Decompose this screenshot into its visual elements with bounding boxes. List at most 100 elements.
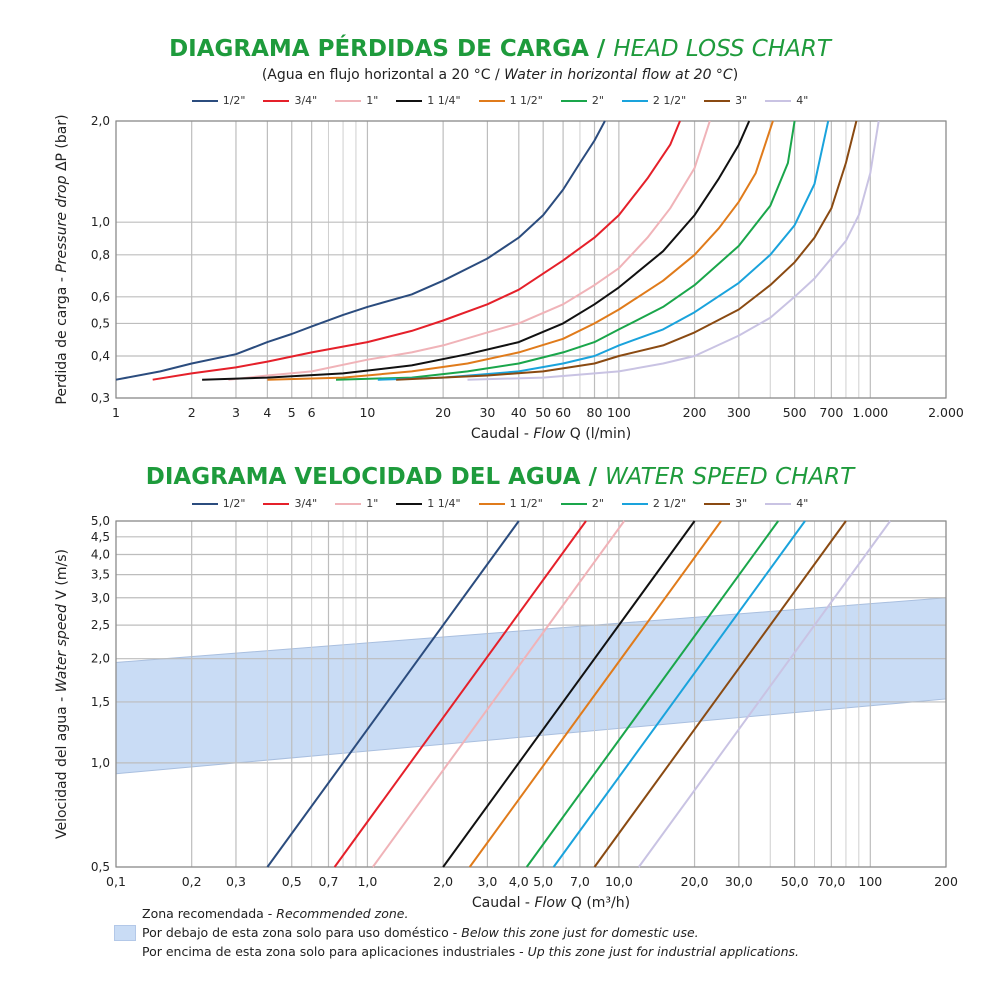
chart1-y-tick-label: 0,3 [91,391,110,405]
chart2-legend-item: 1/2" [191,497,246,510]
chart1-legend-label: 1 1/4" [427,94,461,107]
chart1-subtitle-es: (Agua en flujo horizontal a 20 °C / [261,67,500,83]
chart2-y-tick-label: 3,0 [91,591,110,605]
chart2-title: DIAGRAMA VELOCIDAD DEL AGUA / WATER SPEE… [0,464,1000,490]
chart1-series-line [335,120,796,381]
chart1-series-line [228,120,711,381]
chart1-subtitle-en: Water in horizontal flow at 20 °C [504,67,733,83]
chart2-y-tick-label: 3,5 [91,568,110,582]
chart2-x-tick-label: 100 [858,874,882,889]
chart2-x-tick-label: 50,0 [781,874,809,889]
chart1-legend-swatch [621,99,648,102]
chart1-x-tick-label: 60 [555,405,571,420]
chart1-title-en: HEAD LOSS CHART [613,36,831,62]
chart1-x-axis-label: Caudal - Flow Q (l/min) [471,426,631,442]
chart1-y-tick-label: 0,8 [91,248,110,262]
chart1-series-line [152,120,681,381]
chart2-legend-item: 1 1/2" [478,497,543,510]
footer-recommended-zone: Zona recomendada - Recommended zone. [142,906,408,921]
chart2-x-tick-label: 20,0 [681,874,709,889]
chart2-y-tick-label: 1,5 [91,695,110,709]
chart2-x-tick-label: 0,2 [182,874,202,889]
chart1-y-tick-label: 2,0 [91,114,110,128]
chart1-title: DIAGRAMA PÉRDIDAS DE CARGA / HEAD LOSS C… [0,36,1000,62]
head-loss-chart: 1 2 3 4 5 6 10 20 30 40 50 60 80 100 200 300 500 700 1.000… [54,114,964,442]
chart1-y-axis-label: Perdida de carga - Pressure drop ΔP (bar… [54,114,70,404]
chart1-x-tick-label: 100 [607,405,631,420]
chart1-x-tick-label: 3 [232,405,240,420]
chart2-y-tick-label: 2,5 [91,618,110,632]
chart1-legend-item: 2 1/2" [621,94,687,107]
chart1-x-tick-label: 1 [112,405,120,420]
chart2-plot-frame [115,520,947,868]
chart2-series-line [333,520,587,868]
chart2-legend-item: 3/4" [263,497,317,510]
chart1-y-tick-label: 0,4 [91,349,110,363]
chart2-legend-swatch [621,502,648,505]
footer-industrial-use: Por encima de esta zona solo para aplica… [142,944,799,959]
footer-domestic-use: Por debajo de esta zona solo para uso do… [142,925,699,940]
chart1-legend-label: 3/4" [294,94,318,107]
chart1-legend-item: 1/2" [191,94,245,107]
chart2-legend-swatch [191,502,218,505]
chart1-subtitle-close: ) [732,67,739,83]
chart1-legend-item: 1 1/4" [396,94,461,107]
recommended-zone-swatch [114,925,136,941]
chart1-x-tick-label: 700 [819,405,843,420]
chart2-series-line [371,520,626,868]
chart1-legend-label: 4" [796,94,809,107]
chart1-series-line [115,120,606,381]
chart2-y-tick-label: 1,0 [91,756,110,770]
chart1-x-tick-label: 1.000 [852,405,888,420]
chart2-series-line [593,520,847,868]
chart1-x-tick-label: 200 [683,405,707,420]
chart1-series-line [377,120,830,381]
chart2-x-tick-label: 1,0 [357,874,377,889]
chart2-legend-item: 1 1/4" [396,497,461,510]
chart2-legend-item: 2" [560,497,604,510]
chart1-x-tick-label: 500 [783,405,807,420]
chart2-legend-item: 4" [765,497,808,510]
chart1-series-line [467,120,880,381]
chart2-y-tick-label: 4,5 [91,530,110,544]
chart2-legend-label: 2" [591,497,604,510]
chart1-series-line [202,120,751,381]
chart2-x-axis-label: Caudal - Flow Q (m³/h) [472,895,630,911]
chart1-legend-swatch [263,99,290,102]
chart1-y-tick-label: 0,5 [91,316,110,330]
chart2-legend: 1/2" 3/4" 1" 1 1/4" 1 1/2" 2" 2 1/2" 3" 4" [0,497,1000,510]
chart2-legend-swatch [263,502,290,505]
chart1-x-tick-label: 5 [288,405,296,420]
chart1-plot-frame [115,120,947,399]
chart1-legend-label: 2 1/2" [652,94,687,107]
chart1-legend-item: 1" [335,94,378,107]
chart2-y-tick-label: 5,0 [91,514,110,528]
chart2-x-tick-label: 30,0 [725,874,753,889]
chart2-legend-item: 3" [704,497,747,510]
chart1-legend-item: 4" [765,94,808,107]
chart2-legend-label: 1/2" [222,497,246,510]
chart2-legend-swatch [560,502,587,505]
chart2-legend-label: 1 1/2" [509,497,543,510]
chart2-title-en: WATER SPEED CHART [604,464,855,490]
chart1-legend-swatch [191,99,218,102]
chart1-y-tick-label: 0,6 [91,290,110,304]
chart1-legend-label: 1" [366,94,379,107]
chart2-y-tick-label: 2,0 [91,652,110,666]
footer-line3-en: Up this zone just for industrial applica… [527,944,799,959]
chart1-title-es: DIAGRAMA PÉRDIDAS DE CARGA / [169,36,606,62]
footer-line1-es: Zona recomendada - [142,906,277,921]
chart1-x-tick-label: 30 [479,405,495,420]
chart1-legend-swatch [396,99,423,102]
chart2-legend-label: 4" [796,497,809,510]
chart2-series-line [266,520,520,868]
chart2-legend-label: 1" [366,497,379,510]
chart2-x-tick-label: 3,0 [477,874,497,889]
chart1-legend-item: 1 1/2" [478,94,543,107]
chart2-legend-swatch [704,502,731,505]
chart2-series-line [637,520,892,868]
chart2-series-line [468,520,722,868]
chart2-y-tick-label: 4,0 [91,548,110,562]
chart2-x-tick-label: 0,5 [282,874,302,889]
chart2-legend-swatch [335,502,362,505]
